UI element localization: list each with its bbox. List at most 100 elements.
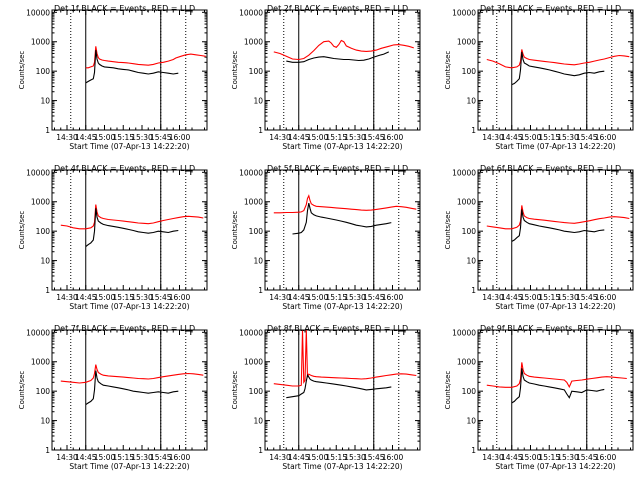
y-tick-label: 1 <box>471 446 476 455</box>
lld-series-line <box>273 330 417 387</box>
y-tick-label: 100 <box>462 227 477 236</box>
panel-title: Det 2f BLACK = Events, RED = LLD <box>267 4 408 13</box>
x-tick-label: 14:45 <box>75 293 97 302</box>
x-tick-label: 15:15 <box>325 453 347 462</box>
y-tick-label: 1000 <box>31 38 50 47</box>
x-tick-label: 16:00 <box>382 453 404 462</box>
x-tick-label: 15:30 <box>557 453 579 462</box>
x-tick-label: 16:00 <box>595 453 617 462</box>
x-tick-label: 14:45 <box>75 453 97 462</box>
x-tick-label: 15:00 <box>520 293 542 302</box>
events-series-line <box>85 50 179 84</box>
x-axis-label: Start Time (07-Apr-13 14:22:20) <box>282 142 402 151</box>
x-tick-label: 14:30 <box>269 293 291 302</box>
events-series-line <box>286 373 392 399</box>
x-tick-label: 14:45 <box>75 133 97 142</box>
top-step-marker <box>398 170 405 175</box>
x-tick-label: 15:30 <box>131 453 153 462</box>
events-series-line <box>292 202 392 235</box>
panel-title: Det 3f BLACK = Events, RED = LLD <box>480 4 621 13</box>
y-tick-label: 100 <box>36 387 51 396</box>
x-axis-label: Start Time (07-Apr-13 14:22:20) <box>282 302 402 311</box>
x-tick-label: 15:45 <box>150 453 172 462</box>
x-tick-label: 15:00 <box>307 293 329 302</box>
x-tick-label: 15:15 <box>538 133 560 142</box>
y-tick-label: 1000 <box>244 358 263 367</box>
x-axis-label: Start Time (07-Apr-13 14:22:20) <box>495 142 615 151</box>
y-axis-label: Counts/sec <box>231 51 239 90</box>
x-tick-label: 15:15 <box>538 293 560 302</box>
events-series-line <box>286 51 390 63</box>
panel-frame <box>264 9 421 131</box>
x-tick-label: 14:45 <box>501 453 523 462</box>
panel-title: Det 1f BLACK = Events, RED = LLD <box>54 4 195 13</box>
y-tick-label: 10 <box>40 97 50 106</box>
y-tick-label: 1000 <box>457 358 476 367</box>
panel-title: Det 9f BLACK = Events, RED = LLD <box>480 324 621 333</box>
y-tick-label: 10000 <box>452 328 476 337</box>
top-step-marker <box>398 330 405 335</box>
panel-frame <box>264 329 421 451</box>
x-tick-label: 15:00 <box>307 133 329 142</box>
panel-frame <box>477 9 634 131</box>
y-tick-label: 100 <box>462 387 477 396</box>
events-series-line <box>85 370 179 406</box>
x-tick-label: 15:15 <box>112 453 134 462</box>
x-axis-label: Start Time (07-Apr-13 14:22:20) <box>282 462 402 471</box>
x-tick-label: 15:00 <box>94 453 116 462</box>
x-tick-label: 15:45 <box>576 453 598 462</box>
x-tick-label: 15:15 <box>325 293 347 302</box>
x-tick-label: 15:30 <box>557 133 579 142</box>
y-tick-label: 1 <box>258 286 263 295</box>
y-tick-label: 10000 <box>452 8 476 17</box>
y-tick-label: 10000 <box>26 8 50 17</box>
panel-3: 1 10 100 1000 10000 14:3014:4515:0015:1515:30… <box>444 4 634 151</box>
x-tick-label: 15:00 <box>94 133 116 142</box>
x-axis-label: Start Time (07-Apr-13 14:22:20) <box>69 462 189 471</box>
y-tick-label: 1000 <box>457 38 476 47</box>
top-step-marker <box>398 10 405 15</box>
y-tick-label: 10 <box>466 257 476 266</box>
x-tick-label: 15:15 <box>325 133 347 142</box>
x-axis-label: Start Time (07-Apr-13 14:22:20) <box>495 462 615 471</box>
x-tick-label: 14:30 <box>269 453 291 462</box>
y-axis-label: Counts/sec <box>18 211 26 250</box>
lld-series-line <box>60 364 204 384</box>
x-tick-label: 16:00 <box>169 133 191 142</box>
events-series-line <box>511 209 605 242</box>
panel-1: 1 10 100 1000 10000 14:3014:4515:0015:1515:30… <box>18 4 208 151</box>
y-tick-label: 1 <box>45 446 50 455</box>
y-tick-label: 1 <box>45 126 50 135</box>
x-axis-label: Start Time (07-Apr-13 14:22:20) <box>69 142 189 151</box>
x-tick-label: 15:45 <box>150 293 172 302</box>
y-tick-label: 10 <box>40 417 50 426</box>
panel-5: 1 10 100 1000 10000 14:3014:4515:0015:1515:30… <box>231 164 421 311</box>
y-tick-label: 1 <box>471 126 476 135</box>
x-tick-label: 15:30 <box>131 133 153 142</box>
y-tick-label: 1000 <box>244 38 263 47</box>
x-tick-label: 14:45 <box>501 293 523 302</box>
top-step-marker <box>185 330 192 335</box>
x-tick-label: 15:30 <box>344 453 366 462</box>
x-tick-label: 15:45 <box>363 293 385 302</box>
panel-2: 1 10 100 1000 10000 14:3014:4515:0015:1515:30… <box>231 4 421 151</box>
panel-9: 1 10 100 1000 10000 14:3014:4515:0015:1515:30… <box>444 324 634 471</box>
x-tick-label: 15:00 <box>520 133 542 142</box>
x-tick-label: 15:30 <box>557 293 579 302</box>
y-tick-label: 10000 <box>26 328 50 337</box>
y-tick-label: 1000 <box>31 198 50 207</box>
y-tick-label: 10000 <box>239 328 263 337</box>
x-tick-label: 15:45 <box>363 133 385 142</box>
y-axis-label: Counts/sec <box>231 371 239 410</box>
x-tick-label: 16:00 <box>595 293 617 302</box>
events-series-line <box>85 208 179 247</box>
y-tick-label: 10 <box>253 257 263 266</box>
y-tick-label: 100 <box>249 227 264 236</box>
panel-8: 1 10 100 1000 10000 14:3014:4515:0015:1515:30… <box>231 324 421 471</box>
x-tick-label: 14:30 <box>56 133 78 142</box>
lld-series-line <box>273 39 414 61</box>
y-tick-label: 10 <box>466 97 476 106</box>
panel-title: Det 7f BLACK = Events, RED = LLD <box>54 324 195 333</box>
y-tick-label: 1 <box>45 286 50 295</box>
